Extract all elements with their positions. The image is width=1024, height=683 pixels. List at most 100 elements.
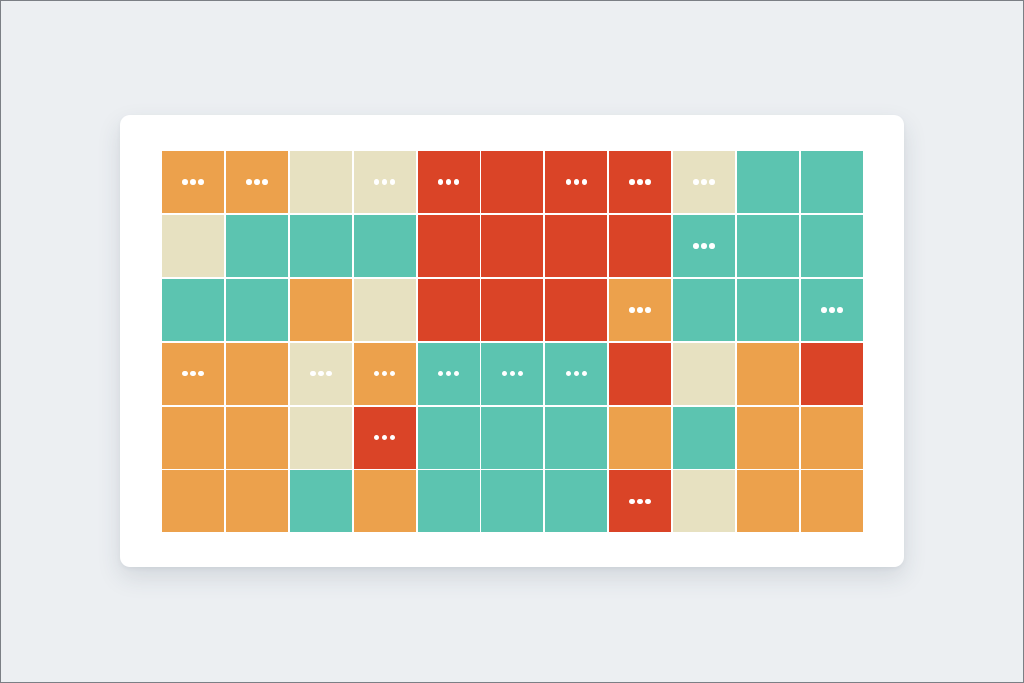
menu-dot (693, 179, 699, 185)
grid-cell[interactable] (737, 406, 800, 469)
grid-cell[interactable] (737, 214, 800, 277)
grid-cell[interactable] (162, 406, 224, 469)
grid-cell[interactable] (289, 151, 352, 213)
grid-cell[interactable] (225, 470, 288, 533)
grid-cell[interactable] (673, 151, 736, 213)
grid-cell[interactable] (481, 278, 544, 341)
grid-cell[interactable] (545, 214, 608, 277)
more-horizontal-icon[interactable] (629, 498, 651, 505)
grid-cell[interactable] (353, 278, 416, 341)
grid-cell[interactable] (800, 278, 863, 341)
grid-cell[interactable] (225, 151, 288, 213)
grid-cell[interactable] (609, 214, 672, 277)
grid-cell[interactable] (545, 151, 608, 213)
menu-dot (190, 179, 196, 185)
grid-cell[interactable] (353, 470, 416, 533)
grid-cell[interactable] (162, 470, 224, 533)
menu-dot (198, 370, 204, 377)
grid-cell[interactable] (737, 342, 800, 405)
grid-cell[interactable] (225, 278, 288, 341)
grid-cell[interactable] (353, 214, 416, 277)
grid-cell[interactable] (545, 342, 608, 405)
color-grid (162, 151, 863, 533)
grid-cell[interactable] (162, 278, 224, 341)
menu-dot (629, 498, 635, 505)
grid-cell[interactable] (353, 406, 416, 469)
grid-cell[interactable] (609, 278, 672, 341)
more-horizontal-icon[interactable] (565, 179, 588, 185)
grid-cell[interactable] (417, 470, 480, 533)
more-horizontal-icon[interactable] (693, 179, 715, 185)
grid-cell[interactable] (800, 151, 863, 213)
grid-cell[interactable] (481, 406, 544, 469)
grid-cell[interactable] (673, 470, 736, 533)
menu-dot (373, 179, 380, 185)
grid-cell[interactable] (225, 214, 288, 277)
grid-cell[interactable] (609, 470, 672, 533)
more-horizontal-icon[interactable] (373, 370, 396, 377)
grid-cell[interactable] (417, 342, 480, 405)
grid-cell[interactable] (609, 151, 672, 213)
grid-cell[interactable] (162, 342, 224, 405)
grid-cell[interactable] (289, 214, 352, 277)
grid-cell[interactable] (353, 151, 416, 213)
grid-cell[interactable] (289, 278, 352, 341)
grid-cell[interactable] (545, 278, 608, 341)
more-horizontal-icon[interactable] (437, 179, 460, 185)
more-horizontal-icon[interactable] (565, 370, 588, 377)
menu-dot (190, 370, 196, 377)
grid-cell[interactable] (545, 470, 608, 533)
menu-dot (246, 179, 252, 185)
grid-cell[interactable] (673, 214, 736, 277)
grid-cell[interactable] (289, 470, 352, 533)
grid-cell[interactable] (353, 342, 416, 405)
menu-dot (182, 370, 188, 377)
grid-cell[interactable] (289, 342, 352, 405)
more-horizontal-icon[interactable] (182, 370, 204, 377)
grid-card (120, 115, 904, 567)
grid-cell[interactable] (737, 470, 800, 533)
more-horizontal-icon[interactable] (246, 179, 268, 185)
grid-cell[interactable] (225, 406, 288, 469)
grid-cell[interactable] (289, 406, 352, 469)
more-horizontal-icon[interactable] (629, 179, 651, 185)
menu-dot (629, 179, 635, 185)
grid-cell[interactable] (609, 406, 672, 469)
more-horizontal-icon[interactable] (501, 370, 524, 377)
grid-cell[interactable] (800, 470, 863, 533)
grid-cell[interactable] (673, 406, 736, 469)
grid-cell[interactable] (673, 278, 736, 341)
grid-cell[interactable] (162, 151, 224, 213)
grid-cell[interactable] (417, 214, 480, 277)
grid-cell[interactable] (800, 214, 863, 277)
grid-cell[interactable] (737, 278, 800, 341)
more-horizontal-icon[interactable] (310, 370, 332, 377)
grid-cell[interactable] (609, 342, 672, 405)
menu-dot (262, 179, 268, 185)
grid-cell[interactable] (481, 470, 544, 533)
more-horizontal-icon[interactable] (821, 307, 843, 313)
grid-cell[interactable] (800, 406, 863, 469)
grid-cell[interactable] (225, 342, 288, 405)
more-horizontal-icon[interactable] (182, 179, 204, 185)
more-horizontal-icon[interactable] (373, 179, 396, 185)
grid-cell[interactable] (481, 151, 544, 213)
menu-dot (565, 179, 572, 185)
menu-dot (581, 370, 588, 377)
menu-dot (389, 179, 396, 185)
more-horizontal-icon[interactable] (629, 307, 651, 313)
more-horizontal-icon[interactable] (437, 370, 460, 377)
grid-cell[interactable] (481, 342, 544, 405)
grid-cell[interactable] (481, 214, 544, 277)
more-horizontal-icon[interactable] (693, 243, 715, 249)
grid-cell[interactable] (737, 151, 800, 213)
grid-cell[interactable] (800, 342, 863, 405)
grid-cell[interactable] (162, 214, 224, 277)
grid-cell[interactable] (417, 151, 480, 213)
menu-dot (373, 434, 380, 441)
grid-cell[interactable] (417, 278, 480, 341)
grid-cell[interactable] (673, 342, 736, 405)
grid-cell[interactable] (545, 406, 608, 469)
more-horizontal-icon[interactable] (373, 434, 396, 441)
grid-cell[interactable] (417, 406, 480, 469)
